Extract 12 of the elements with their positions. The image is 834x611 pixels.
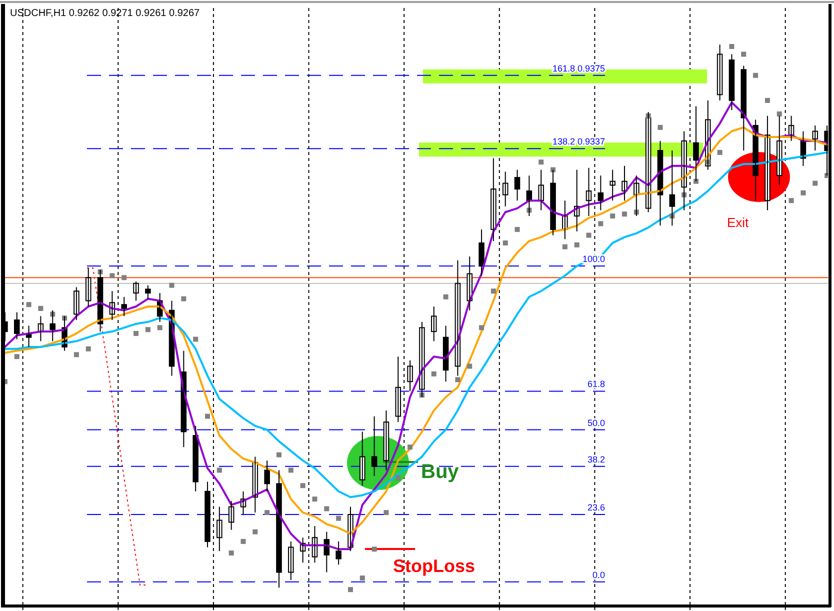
annotation: 23.6 <box>587 502 605 512</box>
candlestick <box>121 296 127 317</box>
annotation: 0.0 <box>592 570 605 580</box>
annotation: Buy <box>421 461 460 483</box>
annotation: Exit <box>727 215 750 230</box>
chart-title: USDCHF,H1 0.9262 0.9271 0.9261 0.9267 <box>10 8 200 19</box>
candlestick <box>145 284 151 300</box>
annotation: 50.0 <box>587 418 605 428</box>
annotation: StopLoss <box>393 556 476 576</box>
annotation: 38.2 <box>587 454 605 464</box>
annotation: 61.8 <box>587 379 605 390</box>
candlestick <box>336 540 342 566</box>
